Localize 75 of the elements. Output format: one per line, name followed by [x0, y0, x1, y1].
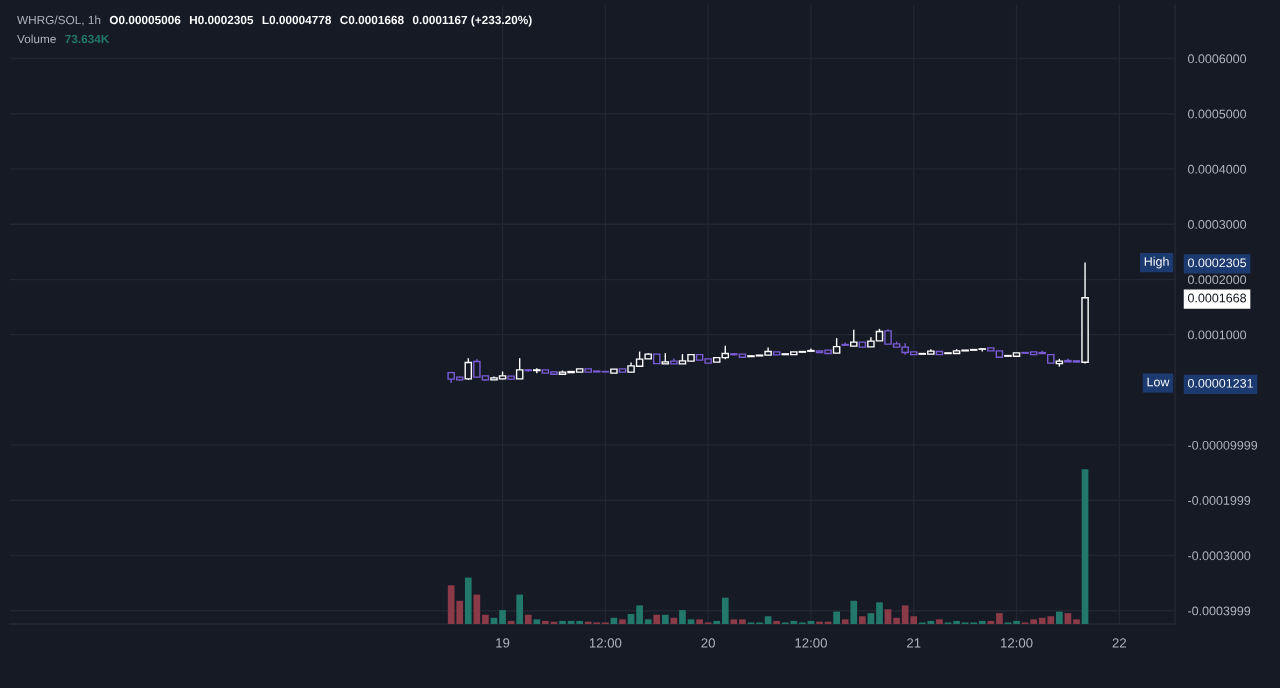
bar — [867, 613, 875, 624]
bar — [1081, 469, 1089, 624]
annotation: High — [1144, 256, 1169, 269]
annotation: 73.634K — [65, 34, 110, 44]
bar — [447, 585, 455, 624]
bar — [559, 620, 566, 624]
annotation: 0.0001167 (+233.20%) — [412, 15, 532, 27]
bar — [987, 620, 995, 624]
bar — [696, 619, 703, 624]
chart-title: Volume — [17, 34, 56, 44]
y-tick-label: -0.0001999 — [1188, 496, 1251, 505]
bar — [996, 613, 1003, 624]
bar — [456, 600, 464, 624]
bar — [576, 620, 583, 624]
y-tick-label: -0.00009999 — [1188, 440, 1258, 450]
y-tick-label: 0.0006000 — [1187, 54, 1247, 64]
y-tick-label: 0.0003000 — [1187, 220, 1247, 229]
bar — [1056, 611, 1063, 624]
bar — [636, 605, 643, 624]
annotation: C0.0001668 — [340, 15, 404, 25]
bar — [773, 620, 781, 624]
bar — [893, 617, 900, 624]
bar — [653, 614, 661, 624]
bar — [679, 610, 686, 624]
bar — [542, 620, 549, 624]
bar — [661, 614, 669, 624]
bar — [499, 610, 506, 624]
bar — [876, 602, 883, 624]
bar — [1013, 620, 1020, 624]
y-tick-label: 0.0001000 — [1187, 330, 1247, 340]
bar — [1030, 619, 1037, 624]
annotation: L0.00004778 — [262, 15, 332, 25]
x-tick-label: 12:00 — [1001, 638, 1033, 648]
bar — [1073, 619, 1080, 624]
bar — [482, 614, 489, 624]
bar — [619, 619, 626, 624]
x-tick-label: 20 — [701, 638, 715, 648]
y-tick-label: 0.0004000 — [1187, 164, 1247, 174]
x-tick-label: 19 — [496, 638, 510, 648]
bar — [936, 619, 943, 624]
bar — [524, 614, 532, 624]
x-tick-label: 12:00 — [795, 638, 827, 648]
bar — [516, 594, 524, 624]
bar — [850, 600, 858, 624]
bar — [1064, 613, 1072, 624]
bar — [464, 577, 472, 624]
x-tick-label: 21 — [907, 638, 921, 648]
bar — [858, 616, 866, 624]
bar — [764, 616, 772, 624]
bar — [721, 597, 729, 624]
bar — [739, 619, 746, 624]
y-tick-label: 0.0005000 — [1187, 109, 1247, 119]
x-tick-label: 12:00 — [589, 638, 622, 648]
annotation: O0.00005006 — [109, 15, 181, 25]
bar — [627, 613, 635, 624]
y-tick-label: 0.0002000 — [1187, 275, 1247, 285]
bar — [841, 619, 849, 624]
bar — [730, 619, 738, 624]
bar — [713, 620, 721, 624]
y-tick-label: -0.0003000 — [1188, 551, 1251, 561]
y-tick-label: 0.0001668 — [1187, 293, 1247, 303]
y-tick-label: -0.0003999 — [1188, 606, 1251, 616]
bar — [953, 620, 960, 624]
bar — [978, 620, 986, 624]
bar — [884, 609, 892, 624]
text: WHRG/SOL, 1h — [17, 15, 101, 26]
annotation: H0.0002305 — [189, 15, 254, 25]
bar — [687, 619, 695, 624]
y-tick-label: 0.0002305 — [1187, 258, 1247, 268]
x-tick-label: 22 — [1112, 638, 1126, 648]
annotation: Low — [1147, 377, 1170, 387]
bar — [533, 619, 541, 624]
bar — [833, 611, 840, 624]
y-tick-label: 0.00001231 — [1187, 378, 1253, 388]
bar — [644, 619, 652, 624]
